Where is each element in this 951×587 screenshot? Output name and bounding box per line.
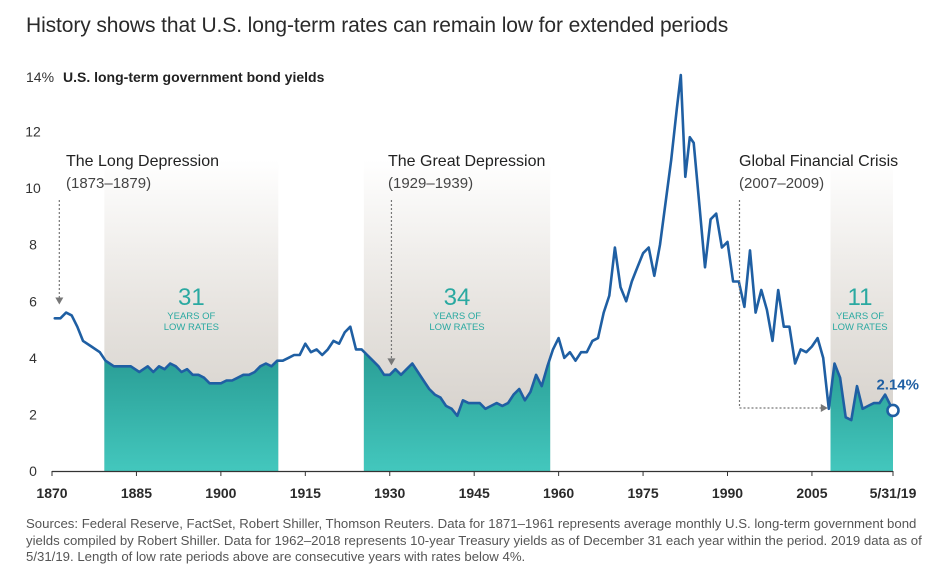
x-tick-label: 1870: [36, 485, 67, 501]
low-rate-fill-3: [830, 363, 893, 471]
sources-footnote: Sources: Federal Reserve, FactSet, Rober…: [26, 516, 922, 564]
x-tick-label: 1900: [205, 485, 236, 501]
period-name: Global Financial Crisis: [739, 153, 898, 170]
period-years: (1873–1879): [66, 175, 151, 192]
low-years-count: 11: [848, 284, 873, 311]
low-years-label-2: LOW RATES: [164, 322, 219, 333]
low-years-label-2: LOW RATES: [429, 322, 484, 333]
x-tick-label: 1945: [459, 485, 490, 501]
x-tick-label: 2005: [796, 485, 827, 501]
period-name: The Great Depression: [388, 153, 545, 170]
x-tick-label: 1960: [543, 485, 574, 501]
low-years-label-2: LOW RATES: [832, 322, 887, 333]
x-tick-label: 1915: [290, 485, 321, 501]
low-years-count: 34: [444, 284, 471, 311]
x-tick-label: 5/31/19: [870, 485, 917, 501]
end-value-label: 2.14%: [876, 376, 919, 393]
annotations-layer: 2.14%The Long Depression(1873–1879)31YEA…: [55, 153, 919, 418]
shaded-periods-layer: [104, 160, 893, 471]
y-tick-label: 6: [29, 293, 37, 309]
y-tick-label: 8: [29, 237, 37, 253]
low-years-label-1: YEARS OF: [167, 311, 215, 322]
x-tick-label: 1885: [121, 485, 152, 501]
y-tick-label: 4: [29, 350, 37, 366]
low-years-count: 31: [178, 284, 205, 311]
y-axis-title: U.S. long-term government bond yields: [63, 69, 325, 85]
end-point-marker: [886, 403, 900, 418]
pointer-arrow-head: [820, 404, 828, 412]
pointer-arrow-line: [738, 200, 822, 409]
period-name: The Long Depression: [66, 153, 219, 170]
low-rate-fill-1: [104, 358, 279, 471]
low-rate-fill-2: [363, 351, 551, 471]
low-years-label-1: YEARS OF: [836, 311, 884, 322]
y-tick-label: 12: [25, 124, 41, 140]
chart-title: History shows that U.S. long-term rates …: [26, 14, 729, 37]
axes-layer: 0 2 4 6 8 10 12 14% U.S. long-term government bo…: [25, 69, 916, 501]
x-tick-label: 1930: [374, 485, 405, 501]
pointer-arrow-head: [55, 297, 64, 305]
series-layer: [53, 73, 895, 422]
low-years-label-1: YEARS OF: [433, 311, 481, 322]
pointer-arrow-head: [387, 358, 396, 366]
x-tick-label: 1975: [627, 485, 658, 501]
y-unit-label: 14%: [26, 69, 54, 85]
y-tick-label: 10: [25, 180, 41, 196]
x-tick-label: 1990: [712, 485, 743, 501]
yield-line: [53, 73, 895, 422]
y-tick-label: 0: [29, 463, 37, 479]
period-years: (1929–1939): [388, 175, 473, 192]
period-years: (2007–2009): [739, 175, 824, 192]
y-tick-label: 2: [29, 406, 37, 422]
